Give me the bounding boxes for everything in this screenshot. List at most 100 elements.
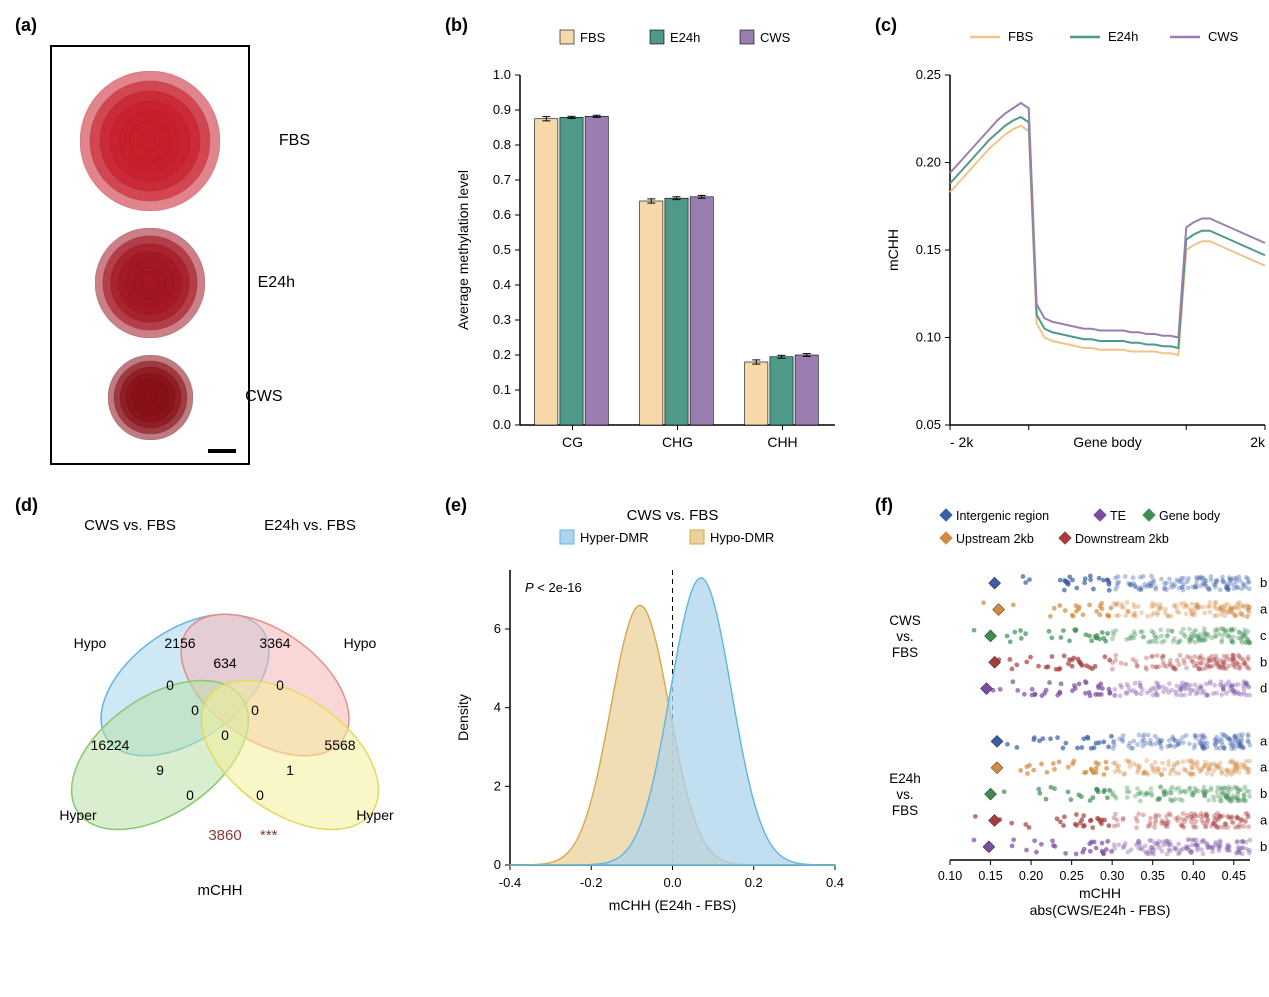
svg-text:-0.4: -0.4 <box>499 875 521 890</box>
svg-text:2: 2 <box>494 778 501 793</box>
panel-e: (e) CWS vs. FBSHyper-DMRHypo-DMR0246-0.4… <box>450 500 850 920</box>
svg-text:CHH: CHH <box>767 434 797 450</box>
panel-b: (b) FBSE24hCWS0.00.10.20.30.40.50.60.70.… <box>450 20 850 470</box>
svg-text:0.15: 0.15 <box>978 869 1002 883</box>
svg-text:0.10: 0.10 <box>938 869 962 883</box>
panel-d: (d) CWS vs. FBSE24h vs. FBSHypoHypoHyper… <box>20 500 420 920</box>
flower-label-cws: CWS <box>245 388 282 406</box>
svg-text:CWS vs. FBS: CWS vs. FBS <box>84 517 176 534</box>
svg-text:Upstream 2kb: Upstream 2kb <box>956 532 1034 546</box>
svg-text:mCHH (E24h - FBS): mCHH (E24h - FBS) <box>609 897 737 913</box>
svg-text:0.05: 0.05 <box>916 417 941 432</box>
figure-grid: (a) FBSE24hCWS (b) FBSE24hCWS0.00.10.20.… <box>20 20 1249 920</box>
panel-c: (c) FBSE24hCWS0.050.100.150.200.25mCHH- … <box>880 20 1269 470</box>
panel-a-label: (a) <box>15 15 37 36</box>
panel-e-density: CWS vs. FBSHyper-DMRHypo-DMR0246-0.4-0.2… <box>450 500 850 920</box>
svg-text:0.5: 0.5 <box>493 242 511 257</box>
svg-text:0: 0 <box>276 677 284 693</box>
svg-text:abs(CWS/E24h - FBS): abs(CWS/E24h - FBS) <box>1030 902 1171 918</box>
svg-text:0.2: 0.2 <box>493 347 511 362</box>
svg-text:1: 1 <box>286 762 294 778</box>
flower-cws: CWS <box>108 355 193 440</box>
svg-text:c: c <box>1260 628 1267 643</box>
svg-text:5568: 5568 <box>324 737 355 753</box>
svg-text:Hypo: Hypo <box>74 635 107 651</box>
svg-text:2k: 2k <box>1250 434 1266 450</box>
svg-text:0: 0 <box>221 727 229 743</box>
svg-text:vs.: vs. <box>896 629 913 644</box>
panel-d-venn: CWS vs. FBS E24h vs. FBS Hypo Hypo Hyper Hype… <box>20 500 420 920</box>
svg-text:Gene body: Gene body <box>1073 434 1142 450</box>
svg-text:d: d <box>1260 681 1267 696</box>
svg-text:1.0: 1.0 <box>493 67 511 82</box>
svg-text:mCHH: mCHH <box>885 229 901 271</box>
svg-text:mCHH: mCHH <box>198 882 243 899</box>
svg-text:-0.2: -0.2 <box>580 875 602 890</box>
svg-text:0: 0 <box>186 787 194 803</box>
svg-text:E24h: E24h <box>670 30 700 45</box>
svg-text:0.45: 0.45 <box>1222 869 1246 883</box>
svg-text:FBS: FBS <box>1008 29 1034 44</box>
svg-text:0.10: 0.10 <box>916 330 941 345</box>
svg-text:Hypo: Hypo <box>344 635 377 651</box>
panel-c-label: (c) <box>875 15 897 36</box>
svg-text:b: b <box>1260 575 1267 590</box>
svg-text:Hyper: Hyper <box>59 807 97 823</box>
svg-text:E24h: E24h <box>889 771 921 786</box>
svg-text:0: 0 <box>191 702 199 718</box>
svg-text:634: 634 <box>213 655 237 671</box>
svg-text:0: 0 <box>166 677 174 693</box>
svg-text:0.0: 0.0 <box>493 417 511 432</box>
svg-text:***: *** <box>260 827 278 844</box>
svg-text:0.25: 0.25 <box>916 67 941 82</box>
panel-c-chart: FBSE24hCWS0.050.100.150.200.25mCHH- 2kGe… <box>880 20 1269 470</box>
svg-text:0.40: 0.40 <box>1181 869 1205 883</box>
svg-text:TE: TE <box>1110 509 1126 523</box>
panel-a: (a) FBSE24hCWS <box>20 20 420 470</box>
svg-text:CWS: CWS <box>889 613 921 628</box>
svg-text:3860: 3860 <box>208 827 241 844</box>
panel-b-label: (b) <box>445 15 468 36</box>
svg-text:vs.: vs. <box>896 787 913 802</box>
svg-text:Hypo-DMR: Hypo-DMR <box>710 530 774 545</box>
svg-text:Intergenic region: Intergenic region <box>956 509 1049 523</box>
svg-text:2156: 2156 <box>164 635 195 651</box>
flower-label-e24h: E24h <box>258 274 295 292</box>
svg-text:9: 9 <box>156 762 164 778</box>
svg-text:Hyper: Hyper <box>356 807 394 823</box>
svg-text:0.0: 0.0 <box>663 875 681 890</box>
svg-text:0: 0 <box>251 702 259 718</box>
svg-text:16224: 16224 <box>91 737 130 753</box>
svg-text:FBS: FBS <box>892 803 918 818</box>
svg-text:P < 2e-16: P < 2e-16 <box>525 580 582 595</box>
svg-text:CWS vs. FBS: CWS vs. FBS <box>627 507 719 524</box>
svg-text:CWS: CWS <box>760 30 791 45</box>
svg-text:0.25: 0.25 <box>1059 869 1083 883</box>
svg-text:6: 6 <box>494 621 501 636</box>
svg-text:0.30: 0.30 <box>1100 869 1124 883</box>
svg-text:0: 0 <box>256 787 264 803</box>
flower-label-fbs: FBS <box>279 132 310 150</box>
panel-f: (f) Intergenic regionTEGene bodyUpstream… <box>880 500 1269 920</box>
flower-fbs: FBS <box>80 71 220 211</box>
svg-text:Downstream 2kb: Downstream 2kb <box>1075 532 1169 546</box>
svg-text:0.35: 0.35 <box>1141 869 1165 883</box>
svg-text:FBS: FBS <box>580 30 606 45</box>
svg-text:0.2: 0.2 <box>745 875 763 890</box>
svg-text:a: a <box>1260 812 1268 827</box>
svg-text:3364: 3364 <box>259 635 290 651</box>
svg-text:E24h vs. FBS: E24h vs. FBS <box>264 517 356 534</box>
svg-text:- 2k: - 2k <box>950 434 974 450</box>
svg-text:0.4: 0.4 <box>826 875 844 890</box>
svg-text:Density: Density <box>455 694 471 741</box>
panel-b-chart: FBSE24hCWS0.00.10.20.30.40.50.60.70.80.9… <box>450 20 850 470</box>
svg-text:E24h: E24h <box>1108 29 1138 44</box>
svg-text:Gene body: Gene body <box>1159 509 1221 523</box>
svg-text:CG: CG <box>562 434 583 450</box>
svg-text:0.6: 0.6 <box>493 207 511 222</box>
svg-text:a: a <box>1260 733 1268 748</box>
svg-text:0.4: 0.4 <box>493 277 511 292</box>
svg-text:Hyper-DMR: Hyper-DMR <box>580 530 649 545</box>
svg-text:0.15: 0.15 <box>916 242 941 257</box>
svg-text:0.9: 0.9 <box>493 102 511 117</box>
